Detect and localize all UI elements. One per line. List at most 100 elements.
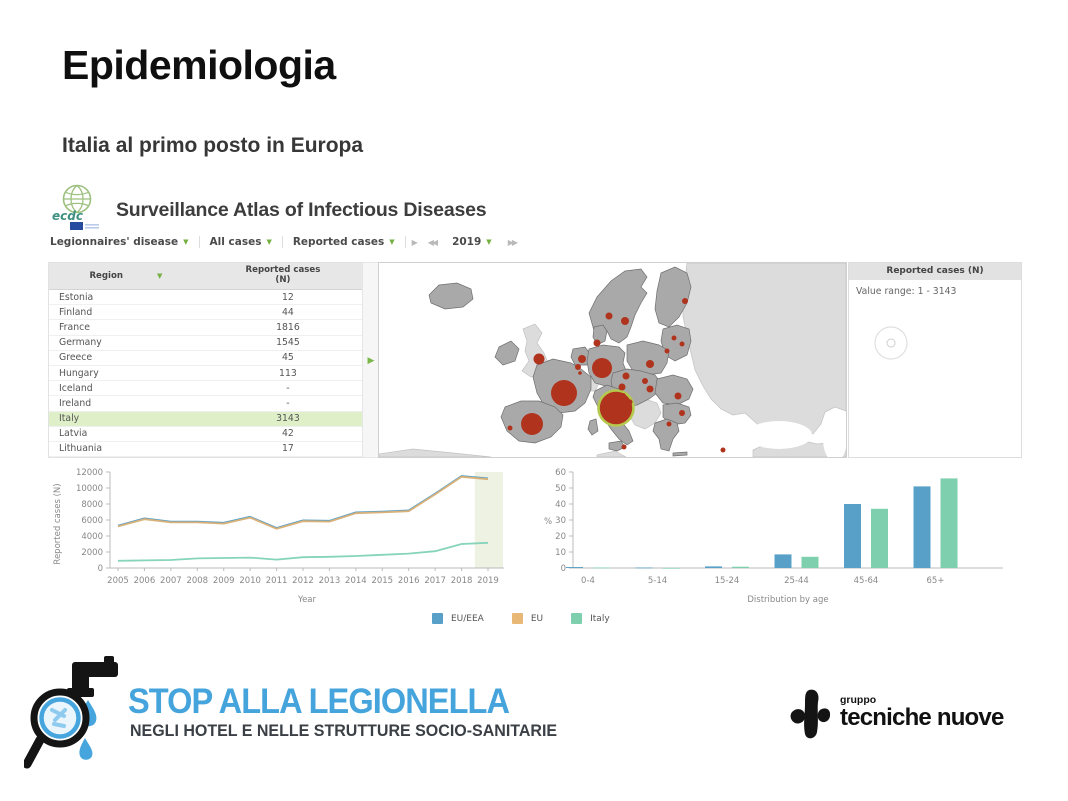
table-row[interactable]: Finland 44 (49, 305, 363, 321)
case-bubble-malta[interactable] (621, 444, 627, 450)
svg-text:2018: 2018 (451, 576, 473, 586)
table-row[interactable]: Ireland - (49, 396, 363, 412)
case-bubble-slovakia[interactable] (642, 378, 648, 384)
table-row[interactable]: Greece 45 (49, 351, 363, 366)
case-bubble-sweden[interactable] (621, 317, 629, 325)
expand-panel-icon[interactable]: ▶ (367, 354, 375, 365)
legend-swatch-icon (571, 613, 583, 624)
step-forward-icon[interactable]: ▶▶ (507, 237, 518, 247)
case-bubble-slovenia[interactable] (620, 393, 626, 399)
legend-item-eu-eea: EU/EEA (432, 613, 484, 624)
page-title: Epidemiologia (62, 42, 336, 88)
country-bulgaria (662, 402, 692, 426)
region-table-body: Estonia 12 Finland 44 France 1816 Germany 1545 G… (49, 290, 363, 458)
case-bubble-united-kingdom[interactable] (533, 353, 545, 365)
legend-swatch-icon (432, 613, 443, 624)
value-column-header[interactable]: Reported cases (N) (203, 265, 363, 286)
table-row[interactable]: Germany 1545 (49, 336, 363, 351)
region-cell: Lithuania (59, 443, 103, 455)
magnifier-bacteria-icon (22, 688, 90, 769)
region-cell: Greece (59, 352, 93, 364)
caspian-sea (823, 416, 846, 457)
stop-alla-legionella-logo: STOP ALLA LEGIONELLA NEGLI HOTEL E NELLE… (22, 652, 557, 782)
age-distribution-bar-chart: 0 10 20 30 40 50 60 0-4 5-14 15-24 25-44 45-64 65+ Di… (544, 468, 1003, 605)
table-row[interactable]: Lithuania 17 (49, 442, 363, 458)
table-row[interactable]: Italy 3143 (49, 411, 363, 427)
dropdown-caret-icon: ▼ (266, 238, 272, 246)
svg-text:40: 40 (555, 500, 566, 510)
case-bubble-germany[interactable] (592, 358, 612, 378)
case-bubble-luxembourg[interactable] (578, 371, 582, 375)
region-column-header[interactable]: Region ▼ (49, 271, 203, 281)
case-bubble-romania[interactable] (674, 392, 682, 400)
table-row[interactable]: Latvia 42 (49, 427, 363, 442)
case-filter-dropdown[interactable]: All cases ▼ (200, 236, 283, 248)
case-bubble-denmark[interactable] (593, 339, 601, 347)
case-bubble-lithuania[interactable] (664, 348, 670, 354)
year-dropdown[interactable]: 2019 ▼ (442, 236, 502, 248)
faucet-icon (67, 656, 118, 697)
value-cell: 3143 (276, 413, 300, 425)
case-bubble-france[interactable] (551, 380, 577, 406)
svg-text:10000: 10000 (76, 484, 103, 494)
stop-logo-icon (22, 656, 118, 769)
region-column-label: Region (89, 271, 124, 281)
value-cell: - (286, 382, 290, 394)
disease-dropdown[interactable]: Legionnaires' disease ▼ (50, 236, 200, 248)
case-bubble-greece[interactable] (666, 421, 672, 427)
case-bubble-portugal[interactable] (507, 425, 513, 431)
svg-text:6000: 6000 (81, 516, 103, 526)
case-bubble-austria[interactable] (618, 383, 626, 391)
case-bubble-bulgaria[interactable] (679, 410, 685, 416)
svg-text:20: 20 (555, 532, 566, 542)
table-row[interactable]: France 1816 (49, 320, 363, 336)
svg-text:2012: 2012 (292, 576, 314, 586)
case-bubble-norway[interactable] (605, 312, 613, 320)
case-bubble-estonia[interactable] (671, 335, 677, 341)
eu-trend-line-chart: 0 2000 4000 6000 8000 10000 12000 2005 2006 2007 2… (53, 468, 504, 605)
svg-text:12000: 12000 (76, 468, 103, 478)
play-icon[interactable]: ▶ (411, 237, 418, 247)
svg-text:10: 10 (555, 548, 566, 558)
case-bubble-czechia[interactable] (622, 372, 630, 380)
case-bubble-finland[interactable] (682, 298, 688, 304)
black-sea (746, 421, 812, 449)
table-row[interactable]: Hungary 113 (49, 366, 363, 382)
value-cell: - (286, 397, 290, 409)
measure-dropdown[interactable]: Reported cases ▼ (283, 236, 406, 248)
case-bubbles-layer[interactable] (507, 298, 726, 453)
country-iceland (428, 282, 474, 310)
country-eastern-europe (682, 263, 846, 435)
svg-text:25-44: 25-44 (784, 576, 809, 586)
year-label: 2019 (452, 236, 482, 248)
svg-text:0: 0 (561, 564, 566, 574)
case-bubble-belgium[interactable] (575, 364, 581, 370)
europe-map-svg (379, 263, 846, 457)
country-tunisia (596, 450, 627, 457)
region-cell: Latvia (59, 428, 88, 440)
case-bubble-latvia[interactable] (679, 341, 685, 347)
region-cell: France (59, 321, 90, 333)
value-cell: 42 (282, 428, 294, 440)
publisher-group-label: gruppo (840, 694, 877, 706)
charts-legend: EU/EEA EU Italy (432, 613, 610, 624)
svg-text:Reported cases (N): Reported cases (N) (53, 483, 63, 564)
table-row[interactable]: Estonia 12 (49, 290, 363, 306)
case-bubble-poland[interactable] (646, 360, 654, 368)
case-bubble-spain[interactable] (521, 413, 543, 435)
svg-text:2011: 2011 (266, 576, 288, 586)
case-bubble-croatia[interactable] (627, 399, 633, 405)
country-finland (654, 266, 692, 328)
case-bubble-netherlands[interactable] (578, 355, 586, 363)
case-bubble-hungary[interactable] (646, 385, 654, 393)
table-row[interactable]: Iceland - (49, 381, 363, 397)
stop-logo-subtitle: NEGLI HOTEL E NELLE STRUTTURE SOCIO-SANI… (130, 722, 558, 740)
case-bubble-italy[interactable] (597, 389, 635, 427)
map-legend-range: Value range: 1 - 3143 (856, 286, 957, 297)
publisher-logo: gruppo tecniche nuove (790, 688, 1004, 742)
region-cell: Ireland (59, 397, 92, 409)
step-back-icon[interactable]: ◀◀ (427, 237, 438, 247)
disease-dropdown-label: Legionnaires' disease (50, 236, 179, 248)
case-bubble-cyprus[interactable] (720, 447, 726, 453)
legend-swatch-icon (511, 613, 523, 624)
